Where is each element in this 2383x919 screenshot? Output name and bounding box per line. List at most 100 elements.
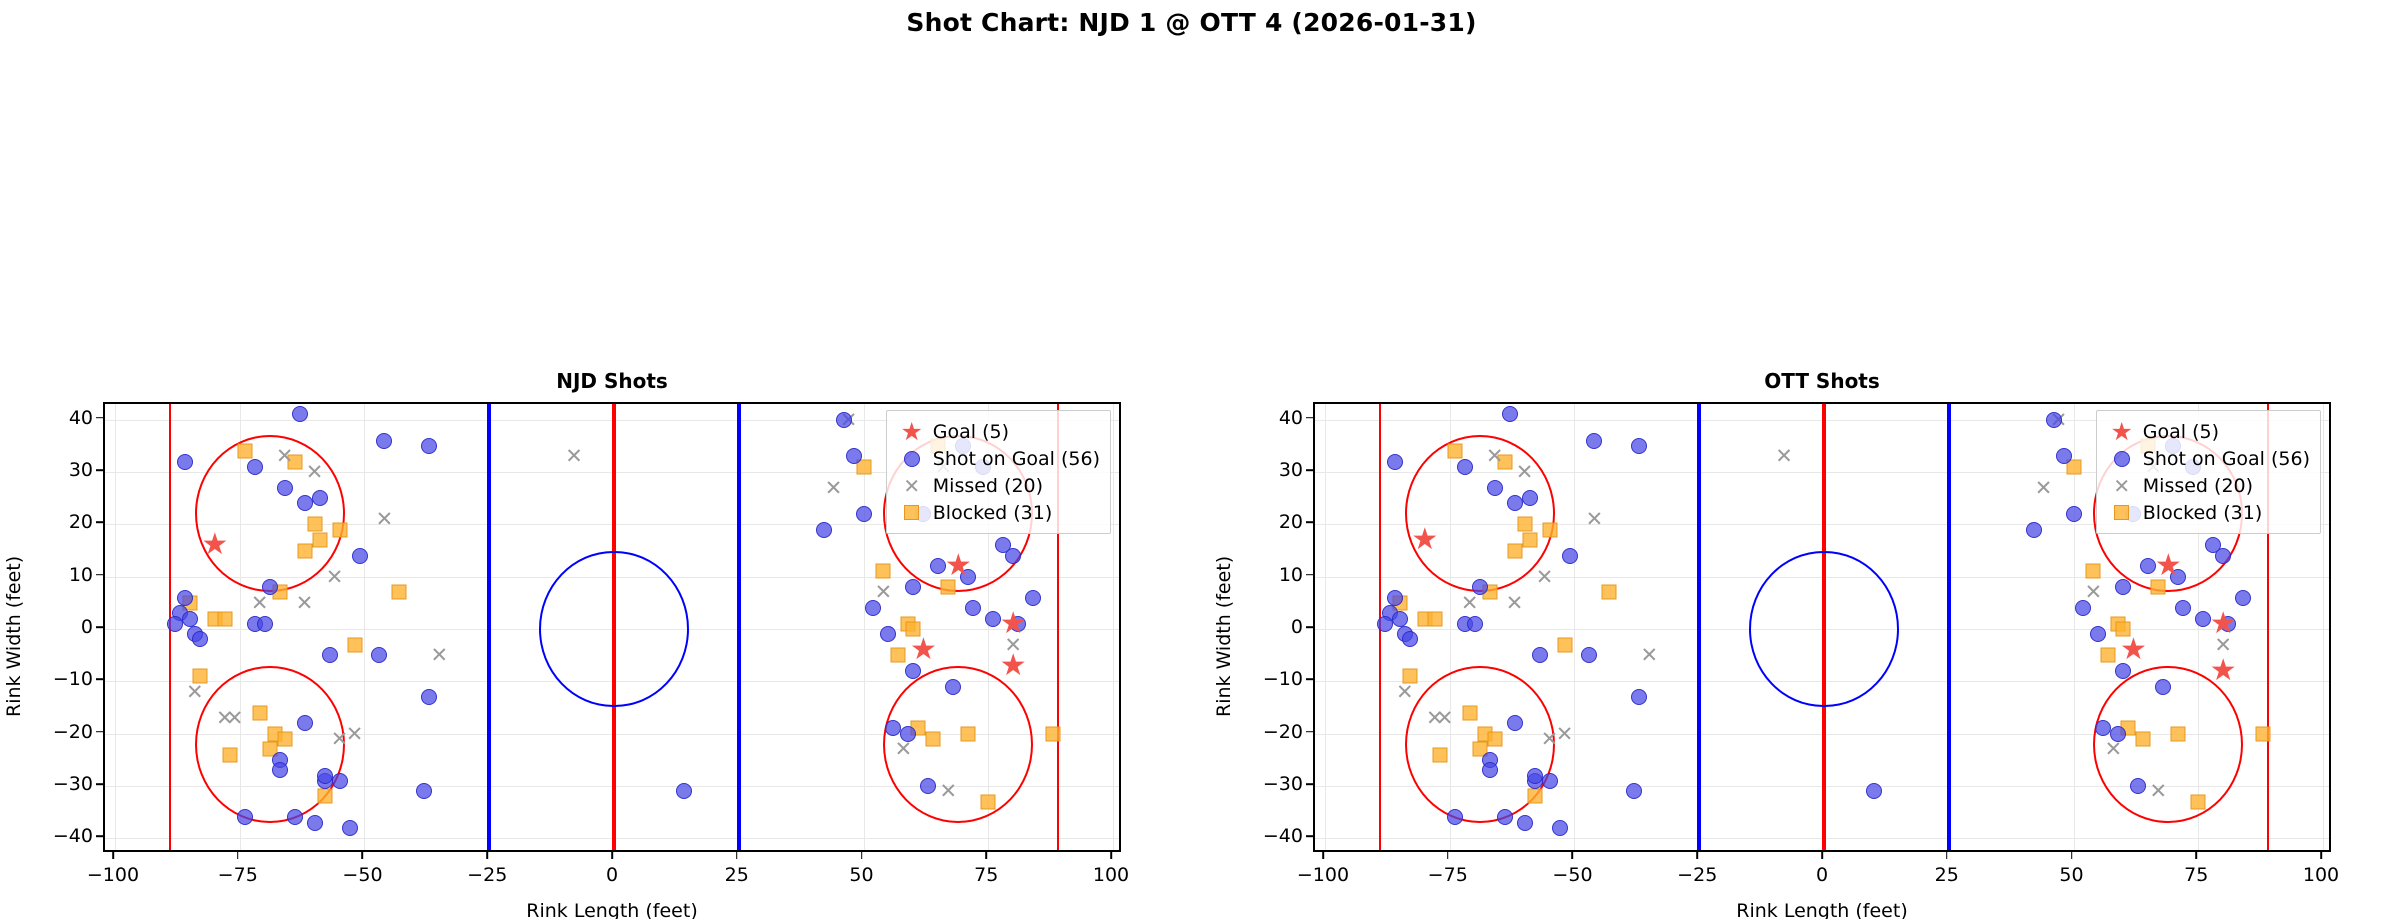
missed-shot-marker: ✕: [1640, 643, 1659, 668]
y-tick-label--10: −10: [1262, 668, 1303, 691]
y-tick-mark-40: [96, 416, 103, 419]
missed-shot-marker: ✕: [275, 444, 294, 469]
shot-on-goal-marker: [905, 579, 922, 596]
x-axis-label-ott: Rink Length (feet): [1736, 900, 1908, 919]
missed-shot-marker: ✕: [2084, 580, 2103, 605]
subplot-title-njd: NJD Shots: [556, 369, 668, 393]
legend-row-2: ✕ Missed (20): [2105, 472, 2310, 499]
shot-on-goal-marker: [2110, 725, 2127, 742]
shot-on-goal-marker: [1376, 615, 1393, 632]
blocked-shot-marker: [960, 726, 976, 742]
legend-symbol-circle-marker: [2105, 450, 2139, 467]
x-tick-label-50: 50: [849, 864, 874, 886]
goal-marker: ★: [2119, 631, 2147, 667]
center-ice-circle: [1749, 550, 1899, 708]
circle-icon: [2113, 450, 2130, 467]
blocked-shot-marker: [980, 794, 996, 810]
blocked-shot-marker: [317, 788, 333, 804]
gridline-vertical: [114, 404, 116, 850]
missed-shot-marker: ✕: [894, 737, 913, 762]
shot-on-goal-marker: [2115, 579, 2132, 596]
x-tick-mark--75: [1446, 852, 1449, 859]
missed-shot-marker: ✕: [375, 507, 394, 532]
y-tick-label--20: −20: [52, 720, 93, 743]
faceoff-circle-0: [1404, 435, 1555, 593]
shot-on-goal-marker: [920, 777, 937, 794]
shot-on-goal-marker: [286, 809, 303, 826]
blue-line-right: [736, 404, 741, 850]
blocked-shot-marker: [1447, 443, 1463, 459]
shot-on-goal-marker: [865, 600, 882, 617]
goal-marker: ★: [2209, 652, 2237, 688]
shot-on-goal-marker: [176, 589, 193, 606]
blocked-shot-marker: [2115, 621, 2131, 637]
blocked-shot-marker: [2135, 731, 2151, 747]
legend-symbol-circle-marker: [895, 450, 929, 467]
blocked-shot-marker: [1432, 747, 1448, 763]
shot-on-goal-marker: [930, 558, 947, 575]
shot-on-goal-marker: [1526, 767, 1543, 784]
blocked-shot-marker: [2255, 726, 2271, 742]
gridline-vertical: [1449, 404, 1451, 850]
blocked-shot-marker: [2066, 459, 2081, 475]
missed-shot-marker: ✕: [295, 590, 314, 615]
legend-row-1: Shot on Goal (56): [2105, 445, 2310, 472]
blocked-shot-marker: [1601, 584, 1617, 600]
goal-line-right: [2267, 404, 2270, 850]
blue-line-right: [1946, 404, 1951, 850]
y-tick-mark--10: [96, 678, 103, 681]
star-icon: ★: [900, 417, 923, 446]
y-tick-label-40: 40: [68, 406, 93, 429]
legend-symbol-star-marker: ★: [895, 419, 929, 444]
shot-on-goal-marker: [376, 432, 393, 449]
shot-on-goal-marker: [416, 783, 433, 800]
x-tick-mark--75: [236, 852, 239, 859]
blocked-shot-marker: [856, 459, 871, 475]
legend-row-3: Blocked (31): [895, 499, 1100, 526]
shot-on-goal-marker: [2115, 662, 2132, 679]
blocked-shot-marker: [237, 443, 253, 459]
blocked-shot-marker: [307, 516, 323, 532]
shot-on-goal-marker: [1521, 490, 1538, 507]
blocked-shot-marker: [312, 532, 328, 548]
shot-on-goal-marker: [421, 689, 438, 706]
y-tick-label--20: −20: [1262, 720, 1303, 743]
y-tick-label-10: 10: [68, 563, 93, 586]
shot-on-goal-marker: [985, 610, 1002, 627]
gridline-vertical: [239, 404, 241, 850]
legend-symbol-x-marker: ✕: [895, 476, 929, 496]
blocked-shot-marker: [1542, 522, 1558, 538]
shot-on-goal-marker: [1865, 783, 1882, 800]
faceoff-circle-3: [2093, 665, 2244, 823]
blocked-shot-marker: [297, 543, 313, 558]
shot-on-goal-marker: [1010, 615, 1027, 632]
blocked-shot-marker: [2150, 579, 2166, 595]
shot-on-goal-marker: [1391, 610, 1408, 627]
y-tick-label-20: 20: [68, 511, 93, 534]
legend-label-2: Missed (20): [932, 474, 1044, 497]
shot-on-goal-marker: [1486, 479, 1503, 496]
shot-on-goal-marker: [371, 647, 388, 664]
missed-shot-marker: ✕: [565, 444, 583, 469]
shot-on-goal-marker: [331, 772, 348, 789]
shot-on-goal-marker: [905, 662, 922, 679]
square-icon: [904, 505, 920, 520]
plot-area-njd: ✕✕✕✕✕✕✕✕✕✕✕✕✕✕✕✕✕✕✕✕★★★★★: [105, 404, 1119, 850]
missed-shot-marker: ✕: [330, 726, 349, 751]
missed-shot-marker: ✕: [939, 779, 958, 804]
x-axis-label-njd: Rink Length (feet): [526, 900, 698, 919]
shot-on-goal-marker: [1586, 432, 1603, 449]
shot-on-goal-marker: [1386, 453, 1403, 470]
blocked-shot-marker: [1045, 726, 1061, 742]
shot-on-goal-marker: [236, 809, 253, 826]
y-tick-mark-10: [1306, 573, 1313, 576]
legend-label-0: Goal (5): [2142, 420, 2219, 443]
blocked-shot-marker: [925, 731, 941, 747]
square-icon: [2114, 505, 2130, 520]
blocked-shot-marker: [940, 579, 956, 595]
gridline-vertical: [1574, 404, 1576, 850]
shot-on-goal-marker: [2215, 547, 2232, 564]
y-tick-label--30: −30: [52, 772, 93, 795]
goal-marker: ★: [1411, 522, 1439, 558]
